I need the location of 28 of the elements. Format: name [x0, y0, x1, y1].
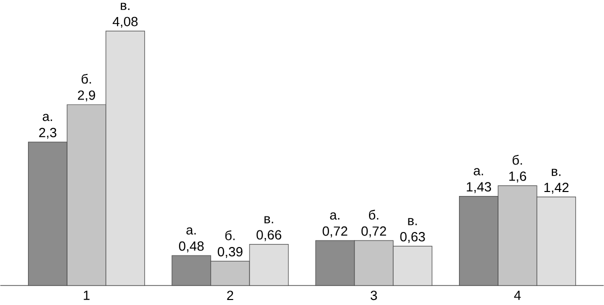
text: а. — [42, 114, 52, 122]
data-label: 2,9 — [78, 90, 96, 102]
x-tick-label: 4 — [514, 290, 521, 300]
data-label: 0,48 — [179, 241, 204, 252]
text: б. — [368, 210, 378, 220]
data-label: 1,6 — [509, 172, 526, 182]
data-label: 0,66 — [256, 230, 282, 242]
text: а. — [330, 212, 340, 220]
x-tick-label: 2 — [227, 290, 234, 300]
x-tick-label: 1 — [84, 290, 90, 300]
data-label: 1,43 — [466, 182, 492, 194]
text: б. — [82, 74, 91, 84]
data-label: 0,63 — [400, 232, 425, 243]
series-label: б. — [225, 230, 235, 240]
series-label: а. — [186, 227, 196, 235]
series-label: в. — [264, 216, 274, 224]
text: а. — [474, 168, 484, 176]
x-tick-label: 3 — [370, 290, 377, 300]
data-label: 0,72 — [322, 226, 348, 238]
data-label: 2,3 — [39, 128, 56, 139]
text: в. — [120, 2, 130, 10]
data-label: 4,08 — [112, 16, 138, 28]
data-label: 1,42 — [544, 182, 568, 194]
text: в. — [552, 168, 560, 176]
text: в. — [408, 218, 417, 226]
data-label: 0,72 — [361, 226, 386, 238]
data-label: 0,39 — [218, 247, 242, 258]
text: б. — [512, 154, 522, 165]
